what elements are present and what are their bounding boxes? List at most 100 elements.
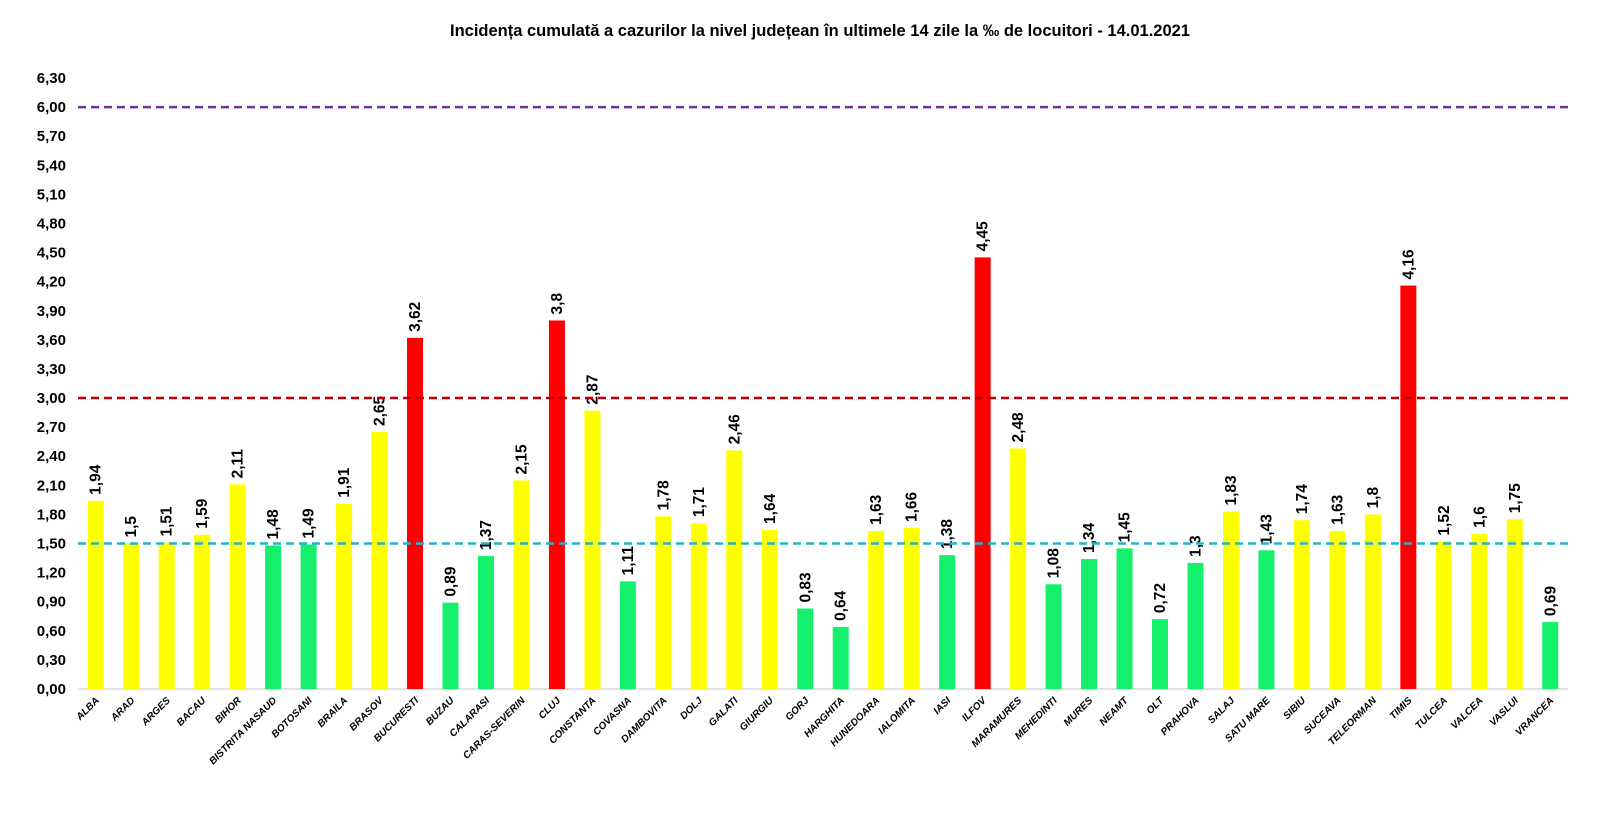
- y-tick-label: 3,90: [37, 303, 66, 320]
- bar-buzau: [442, 602, 459, 689]
- y-tick-label: 0,00: [37, 681, 66, 698]
- y-tick-label: 3,00: [37, 390, 66, 407]
- x-tick-label: ALBA: [74, 695, 102, 723]
- threshold-lines: [78, 105, 1568, 545]
- data-label: 2,65: [372, 395, 389, 426]
- data-label: 0,83: [797, 572, 814, 603]
- y-tick-label: 5,70: [37, 128, 66, 145]
- y-tick-label: 0,90: [37, 594, 66, 611]
- x-tick-label: MURES: [1062, 695, 1096, 729]
- x-tick-label: CLUJ: [537, 695, 564, 722]
- bar-valcea: [1471, 533, 1488, 689]
- data-label: 1,8: [1365, 487, 1382, 509]
- x-tick-label: BACAU: [175, 695, 209, 729]
- x-tick-label: VALCEA: [1449, 695, 1485, 731]
- data-label: 1,11: [620, 546, 637, 576]
- data-label: 2,87: [584, 374, 601, 404]
- data-label: 1,66: [904, 491, 921, 522]
- data-label: 0,72: [1152, 583, 1169, 613]
- x-tick-label: GORJ: [784, 695, 812, 723]
- x-tick-label: ILFOV: [960, 694, 990, 724]
- x-tick-label: GALATI: [707, 695, 741, 729]
- chart-title: Incidența cumulată a cazurilor la nivel …: [450, 22, 1190, 40]
- data-label: 1,49: [301, 508, 318, 539]
- bar-salaj: [1222, 511, 1239, 689]
- bar-calarasi: [477, 556, 494, 689]
- bar-sibiu: [1293, 520, 1310, 689]
- bar-iasi: [939, 555, 956, 689]
- y-tick-label: 0,30: [37, 652, 66, 669]
- data-label: 4,45: [975, 221, 992, 252]
- y-tick-label: 2,40: [37, 448, 66, 465]
- y-tick-label: 4,50: [37, 245, 66, 262]
- y-tick-label: 1,80: [37, 506, 66, 523]
- bar-cluj: [548, 320, 565, 689]
- bar-vaslui: [1506, 519, 1523, 689]
- y-tick-label: 4,20: [37, 274, 66, 291]
- bar-satu-mare: [1258, 550, 1275, 689]
- y-tick-label: 5,10: [37, 186, 66, 203]
- bar-braila: [336, 503, 353, 689]
- y-tick-label: 1,20: [37, 565, 66, 582]
- data-label: 1,71: [691, 487, 708, 518]
- data-label: 0,69: [1542, 586, 1559, 617]
- data-label: 2,48: [1010, 412, 1027, 443]
- data-label: 2,15: [513, 444, 530, 475]
- data-label: 4,16: [1400, 249, 1417, 280]
- bar-giurgiu: [761, 529, 778, 689]
- data-label: 1,37: [478, 520, 495, 550]
- data-label: 1,64: [762, 493, 779, 524]
- bar-suceava: [1329, 530, 1346, 689]
- x-tick-label: BRAILA: [316, 695, 350, 729]
- x-tick-label: IALOMITA: [876, 695, 917, 736]
- y-tick-label: 3,30: [37, 361, 66, 378]
- data-label: 1,34: [1081, 522, 1098, 553]
- bar-bucuresti: [407, 337, 424, 689]
- bar-arad: [123, 543, 140, 689]
- bar-prahova: [1187, 562, 1204, 689]
- x-tick-label: OLT: [1145, 695, 1167, 717]
- y-tick-label: 2,10: [37, 477, 66, 494]
- data-label: 1,78: [655, 480, 672, 511]
- x-tick-label: VRANCEA: [1514, 695, 1557, 738]
- x-tick-label: PRAHOVA: [1159, 695, 1202, 738]
- bars: [87, 257, 1559, 689]
- bar-alba: [87, 500, 104, 689]
- x-tick-label: SIBIU: [1281, 695, 1308, 722]
- data-label: 1,63: [868, 494, 885, 525]
- bar-vrancea: [1542, 622, 1559, 689]
- data-label: 1,48: [265, 509, 282, 540]
- y-tick-label: 3,60: [37, 332, 66, 349]
- x-tick-label: DOLJ: [678, 695, 705, 722]
- x-tick-label: NEAMT: [1098, 695, 1132, 729]
- bar-dolj: [690, 523, 707, 689]
- y-tick-label: 0,60: [37, 623, 66, 640]
- data-label: 3,62: [407, 302, 424, 332]
- data-label: 2,46: [726, 414, 743, 445]
- data-label: 1,51: [159, 506, 176, 537]
- y-tick-label: 1,50: [37, 536, 66, 553]
- y-tick-label: 6,00: [37, 99, 66, 116]
- bar-ialomita: [903, 528, 920, 689]
- x-tick-label: VASLUI: [1488, 695, 1521, 728]
- y-tick-label: 4,80: [37, 215, 66, 232]
- data-labels: 1,94 1,5 1,51 1,59 2,11 1,48 1,49 1,91 2,65 3,62 0…: [88, 221, 1560, 621]
- x-tick-label: BUZAU: [424, 695, 457, 728]
- data-label: 1,75: [1507, 483, 1524, 514]
- bar-dambovita: [655, 516, 672, 689]
- data-label: 1,3: [1188, 535, 1205, 557]
- x-tick-label: BISTRITA NASAUD: [207, 695, 279, 767]
- data-label: 1,74: [1294, 484, 1311, 515]
- bar-maramures: [1010, 448, 1027, 689]
- bar-bacau: [194, 534, 211, 689]
- y-tick-label: 5,40: [37, 157, 66, 174]
- x-tick-label: SALAJ: [1206, 695, 1237, 726]
- bar-bistrita-nasaud: [265, 545, 282, 689]
- data-label: 1,43: [1258, 514, 1275, 545]
- data-label: 3,8: [549, 293, 566, 315]
- data-label: 1,94: [88, 464, 105, 495]
- bar-galati: [726, 450, 743, 689]
- data-label: 1,83: [1223, 475, 1240, 506]
